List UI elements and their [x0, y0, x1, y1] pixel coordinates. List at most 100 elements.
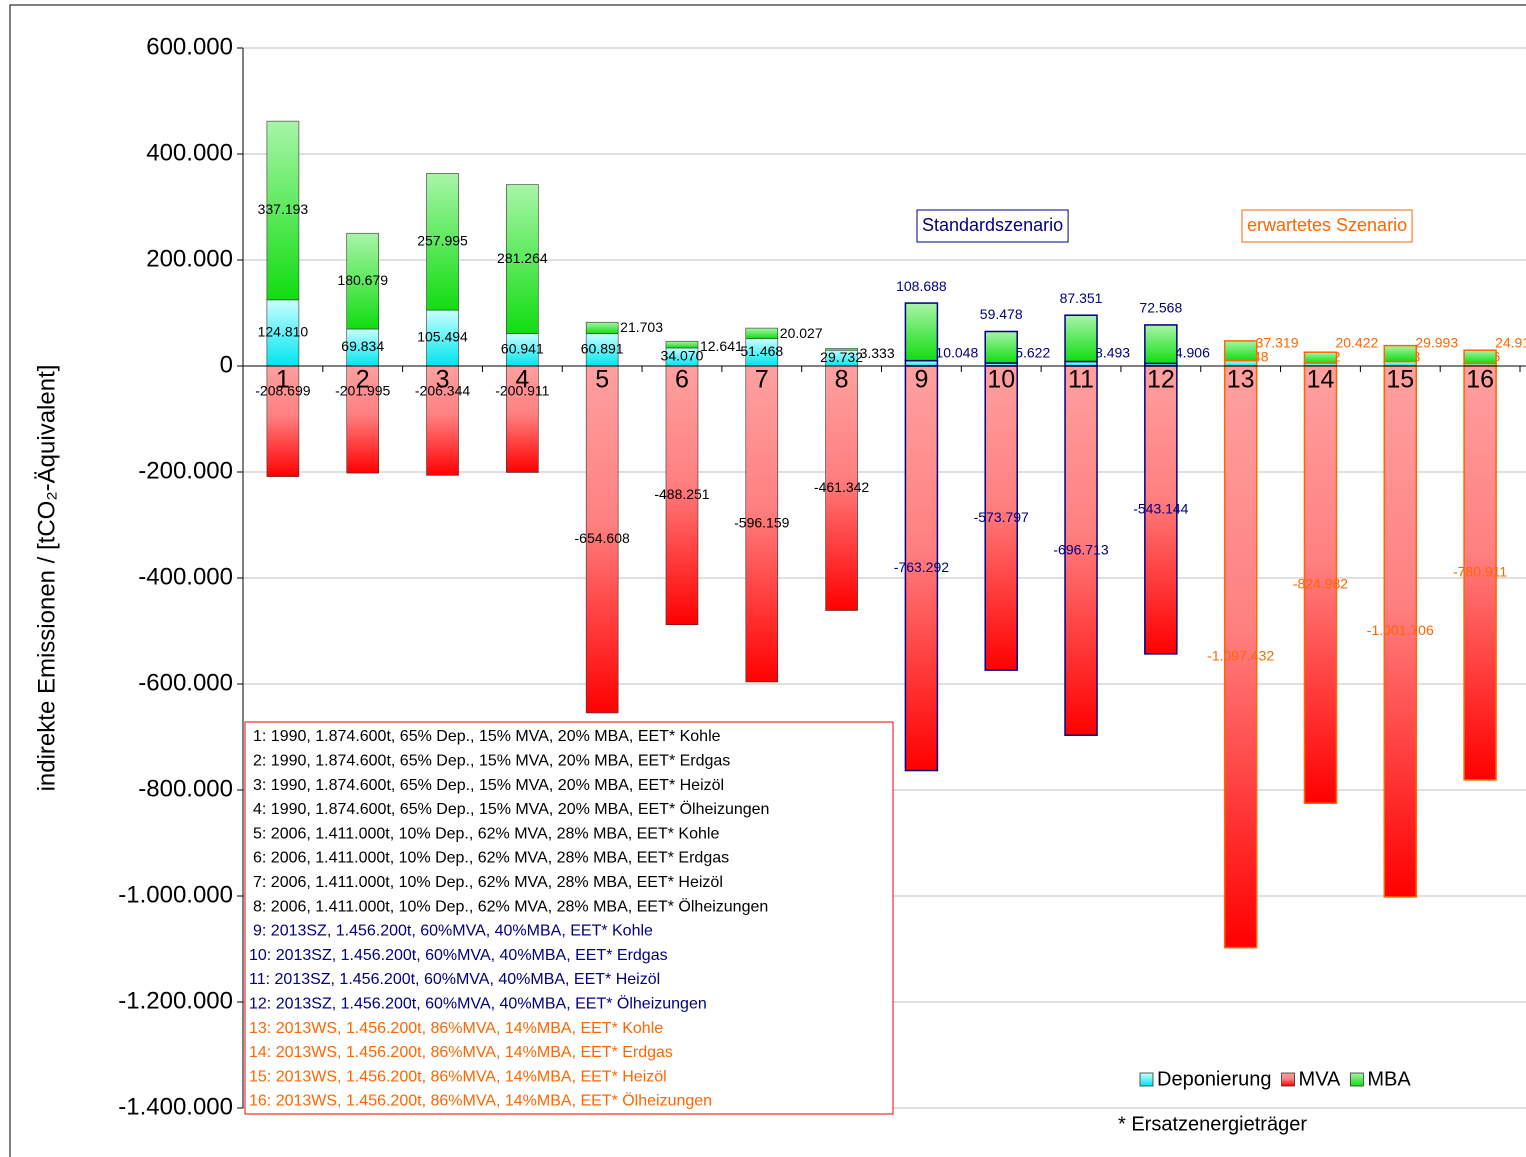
- x-tick-label: 14: [1307, 366, 1335, 394]
- value-label: 69.834: [341, 338, 384, 354]
- description-line: 11: 2013SZ, 1.456.200t, 60%MVA, 40%MBA, …: [249, 971, 660, 988]
- value-label: 12.641: [700, 338, 743, 354]
- legend-marker: [1139, 1072, 1154, 1087]
- annotation-box: [1241, 209, 1413, 243]
- x-tick-label: 13: [1227, 366, 1255, 394]
- value-label: 20.422: [1335, 335, 1378, 351]
- description-line: 13: 2013WS, 1.456.200t, 86%MVA, 14%MBA, …: [249, 1020, 663, 1037]
- bar-segment: [825, 365, 858, 611]
- value-label: -201.995: [335, 383, 390, 399]
- value-label: 34.070: [661, 348, 704, 364]
- value-label: 20.027: [780, 325, 823, 341]
- value-label: 180.679: [337, 272, 388, 288]
- y-tick-label: -200.000: [138, 457, 233, 484]
- x-tick-label: 4: [515, 366, 529, 394]
- description-line: 12: 2013SZ, 1.456.200t, 60%MVA, 40%MBA, …: [249, 995, 707, 1013]
- annotation: erwartetes Szenario: [1247, 215, 1407, 235]
- value-label: -208.699: [255, 383, 310, 399]
- bar-segment: [585, 365, 619, 714]
- legend-label: Deponierung: [1157, 1068, 1272, 1090]
- value-label: 257.995: [417, 232, 468, 248]
- y-tick-label: -1.000.000: [118, 881, 233, 908]
- value-label: 60.891: [581, 341, 624, 357]
- x-tick-label: 12: [1147, 366, 1175, 394]
- bar-segment: [266, 365, 300, 477]
- description-line: 5: 2006, 1.411.000t, 10% Dep., 62% MVA, …: [253, 825, 719, 842]
- value-label: 5.622: [1015, 345, 1050, 361]
- value-label: 72.568: [1139, 300, 1182, 316]
- bar-segment: [346, 328, 380, 367]
- bar-segment: [426, 309, 459, 367]
- value-label: 281.264: [497, 250, 548, 266]
- y-tick-label: 0: [220, 351, 233, 378]
- bar-segment: [266, 299, 300, 367]
- value-label: -200.911: [495, 383, 549, 399]
- bar-segment: [1303, 365, 1338, 804]
- footnote: * Ersatzenergieträger: [1118, 1113, 1307, 1135]
- y-tick-label: 400.000: [146, 139, 233, 166]
- value-label: 8.493: [1095, 345, 1130, 361]
- bar-segment: [426, 173, 459, 311]
- x-tick-label: 16: [1466, 366, 1494, 394]
- bar-segment: [825, 348, 858, 351]
- value-label: -824.982: [1293, 575, 1348, 591]
- x-tick-label: 2: [356, 366, 370, 394]
- bar-segment: [1223, 340, 1258, 362]
- value-label: -461.342: [814, 479, 869, 495]
- bar-segment: [984, 330, 1018, 364]
- value-label: 105.494: [417, 329, 468, 345]
- y-tick-label: -400.000: [138, 563, 233, 590]
- value-label: 29.993: [1415, 335, 1458, 351]
- description-line: 9: 2013SZ, 1.456.200t, 60%MVA, 40%MBA, E…: [253, 923, 653, 940]
- bar-segment: [1463, 365, 1497, 781]
- x-tick-label: 1: [276, 366, 290, 394]
- bar-segment: [904, 365, 939, 772]
- bar-segment: [1144, 324, 1178, 365]
- chart-frame: [9, 4, 1526, 1157]
- bar-segment: [346, 365, 380, 474]
- bar-segment: [665, 365, 699, 626]
- value-label: -654.608: [575, 530, 630, 546]
- value-label: -596.159: [734, 515, 789, 531]
- bar-segment: [1383, 344, 1418, 363]
- bar-segment: [984, 365, 1018, 671]
- value-label: -573.797: [974, 509, 1029, 525]
- value-label: 87.351: [1060, 290, 1103, 306]
- value-label: -763.292: [894, 559, 949, 575]
- y-tick-label: 600.000: [146, 33, 233, 60]
- bar-segment: [665, 340, 699, 349]
- x-tick-label: 11: [1068, 366, 1094, 394]
- bar-segment: [1463, 349, 1497, 365]
- x-tick-label: 8: [835, 366, 849, 394]
- legend-marker: [1349, 1072, 1364, 1087]
- bar-segment: [1144, 365, 1178, 655]
- description-line: 15: 2013WS, 1.456.200t, 86%MVA, 14%MBA, …: [249, 1068, 667, 1085]
- bar-segment: [745, 327, 779, 340]
- description-line: 8: 2006, 1.411.000t, 10% Dep., 62% MVA, …: [253, 897, 768, 915]
- x-tick-label: 3: [436, 366, 450, 394]
- value-label: 337.193: [258, 201, 309, 217]
- y-axis-label: indirekte Emissionen / [tCO₂-Äquivalent]: [33, 365, 60, 792]
- annotation-box: [916, 209, 1069, 243]
- description-line: 3: 1990, 1.874.600t, 65% Dep., 15% MVA, …: [253, 777, 724, 794]
- description-line: 7: 2006, 1.411.000t, 10% Dep., 62% MVA, …: [253, 874, 723, 891]
- y-tick-label: -800.000: [138, 775, 233, 802]
- bar-segment: [904, 302, 939, 362]
- description-line: 6: 2006, 1.411.000t, 10% Dep., 62% MVA, …: [253, 850, 729, 867]
- value-label: 124.810: [258, 324, 309, 340]
- bar-segment: [266, 120, 300, 301]
- value-label: 59.478: [980, 306, 1023, 322]
- description-line: 4: 1990, 1.874.600t, 65% Dep., 15% MVA, …: [253, 800, 769, 818]
- legend-marker: [1281, 1072, 1295, 1087]
- description-line: 16: 2013WS, 1.456.200t, 86%MVA, 14%MBA, …: [249, 1092, 712, 1110]
- bar-segment: [585, 321, 619, 335]
- bar-segment: [1303, 351, 1338, 364]
- value-label: -1.001.706: [1367, 622, 1434, 638]
- bar-segment: [346, 232, 380, 330]
- description-box: [244, 721, 894, 1115]
- bar-segment: [506, 184, 539, 335]
- x-tick-label: 10: [987, 366, 1015, 394]
- y-tick-label: -1.200.000: [118, 987, 233, 1014]
- value-label: 51.468: [740, 343, 783, 359]
